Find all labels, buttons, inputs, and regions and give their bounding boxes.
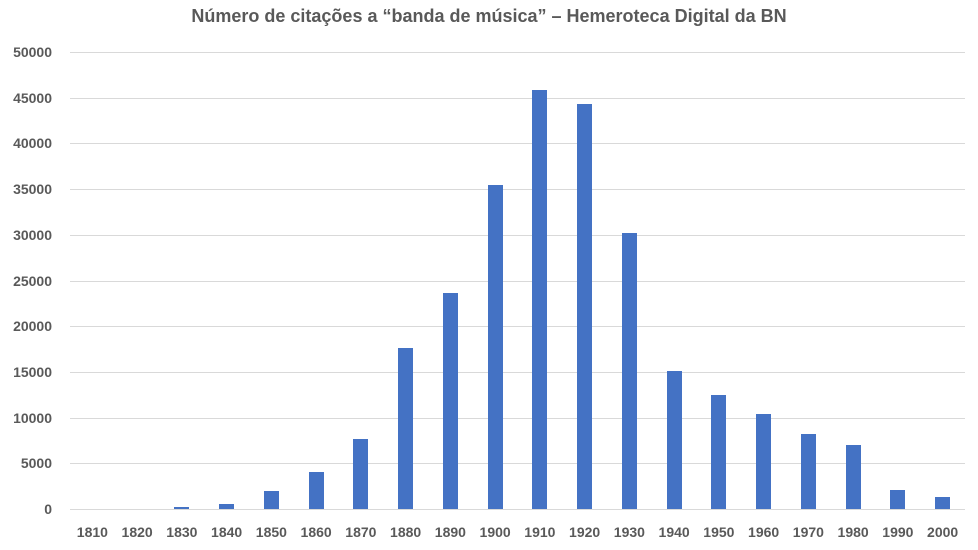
y-tick-label: 25000 <box>13 272 52 289</box>
y-tick-label: 10000 <box>13 409 52 426</box>
x-tick-label: 1880 <box>390 524 422 540</box>
bar-1980 <box>845 445 861 509</box>
gridline <box>70 97 965 99</box>
bar-1910 <box>532 90 548 509</box>
x-tick-label: 1850 <box>255 524 287 540</box>
bar-1830 <box>174 507 190 509</box>
bar-1850 <box>263 490 279 509</box>
x-tick-label: 1930 <box>613 524 645 540</box>
gridline <box>70 189 965 191</box>
bar-1870 <box>353 438 369 509</box>
gridline <box>70 326 965 328</box>
x-tick-label: 1820 <box>121 524 153 540</box>
y-tick-label: 45000 <box>13 89 52 106</box>
x-tick-label: 1980 <box>837 524 869 540</box>
bar-1940 <box>666 371 682 509</box>
gridline <box>70 417 965 419</box>
x-tick-label: 1950 <box>703 524 735 540</box>
x-tick-label: 1910 <box>524 524 556 540</box>
bar-1890 <box>442 293 458 509</box>
gridline <box>70 371 965 373</box>
x-tick-label: 1890 <box>434 524 466 540</box>
x-tick-label: 1970 <box>792 524 824 540</box>
x-tick-label: 2000 <box>927 524 959 540</box>
bar-1900 <box>487 185 503 509</box>
bar-1930 <box>621 232 637 509</box>
x-tick-label: 1870 <box>345 524 377 540</box>
bar-1840 <box>219 503 235 509</box>
y-tick-label: 15000 <box>13 363 52 380</box>
x-tick-label: 1920 <box>569 524 601 540</box>
chart-title: Número de citações a “banda de música” –… <box>191 6 787 26</box>
bar-1960 <box>756 413 772 509</box>
x-tick-label: 1810 <box>76 524 108 540</box>
y-tick-label: 0 <box>44 501 52 517</box>
y-tick-label: 5000 <box>20 455 52 472</box>
bar-1860 <box>308 472 324 509</box>
gridline <box>70 52 965 53</box>
bar-2000 <box>935 497 951 509</box>
x-tick-label: 1900 <box>479 524 511 540</box>
bar-1880 <box>398 348 414 509</box>
y-tick-label: 40000 <box>13 135 52 152</box>
gridline <box>70 280 965 282</box>
gridline <box>70 463 965 465</box>
y-tick-label: 20000 <box>13 318 52 335</box>
x-tick-label: 1860 <box>300 524 332 540</box>
x-tick-label: 1830 <box>166 524 198 540</box>
x-tick-label: 1940 <box>658 524 690 540</box>
bar-1970 <box>800 434 816 509</box>
plot-area <box>70 52 965 510</box>
bar-1920 <box>577 104 593 509</box>
gridline <box>70 509 965 510</box>
y-tick-label: 50000 <box>13 44 52 60</box>
bar-1950 <box>711 394 727 509</box>
x-tick-label: 1960 <box>748 524 780 540</box>
y-tick-label: 35000 <box>13 181 52 198</box>
bar-1990 <box>890 489 906 509</box>
x-tick-label: 1990 <box>882 524 914 540</box>
gridline <box>70 143 965 145</box>
x-tick-label: 1840 <box>211 524 243 540</box>
y-tick-label: 30000 <box>13 226 52 243</box>
gridline <box>70 234 965 236</box>
